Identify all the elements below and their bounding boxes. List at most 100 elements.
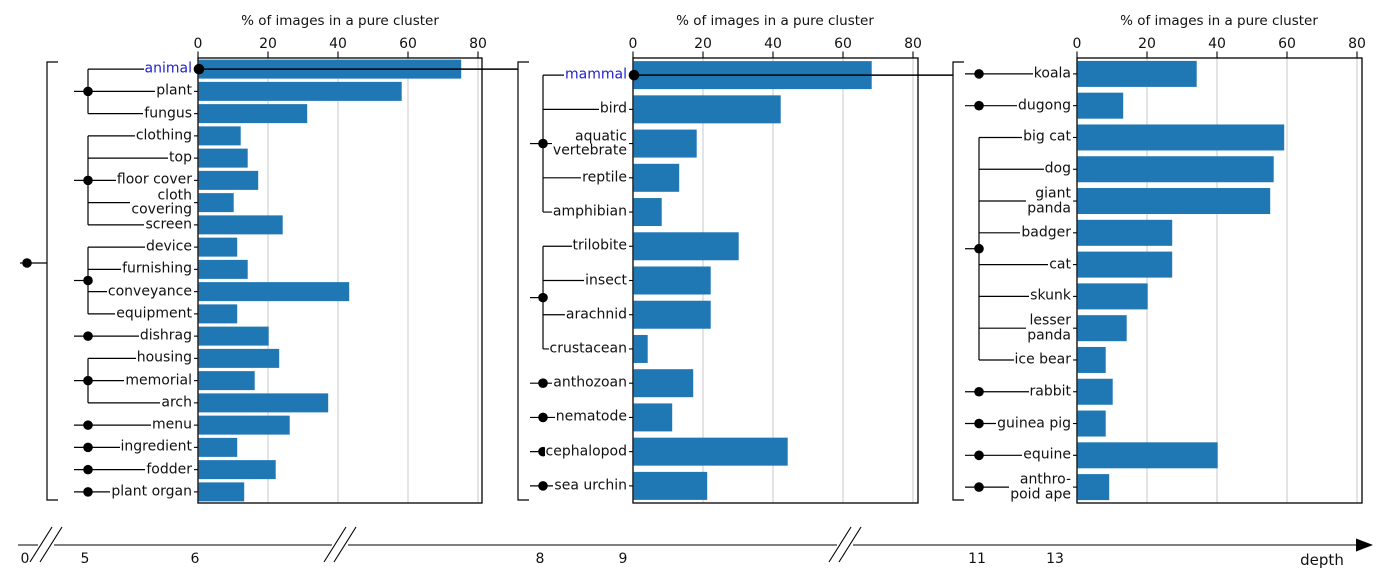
category-label-cephalopod: cephalopod xyxy=(544,443,628,460)
bar-anthozoan xyxy=(633,369,694,398)
bar-crustacean xyxy=(633,334,648,363)
bar-bird xyxy=(633,95,781,124)
tree-node-dot xyxy=(538,378,548,388)
category-label-fodder: fodder xyxy=(145,461,193,478)
category-label-mammal: mammal xyxy=(564,66,628,83)
x-tick-label: 40 xyxy=(329,36,347,52)
tree-node-dot xyxy=(974,100,984,111)
axis-break-slash xyxy=(323,526,347,563)
tree-node-dot xyxy=(83,420,93,430)
category-label-guinea-pig: guinea pig xyxy=(996,415,1072,432)
category-label-floor-cover: floor cover xyxy=(115,172,193,189)
tree-node-dot xyxy=(538,292,548,303)
bar-guinea-pig xyxy=(1077,410,1106,437)
x-tick-label: 80 xyxy=(904,36,922,52)
category-label-device: device xyxy=(145,238,193,255)
bar-giant-panda xyxy=(1077,188,1271,215)
category-label-arch: arch xyxy=(160,394,193,411)
bar-amphibian xyxy=(633,198,662,227)
bar-dugong xyxy=(1077,92,1124,119)
category-label-anthro--poid-ape: anthro- poid ape xyxy=(1009,471,1072,503)
bar-conveyance xyxy=(198,282,350,302)
bar-lesser-panda xyxy=(1077,315,1127,342)
tree-node-dot xyxy=(974,69,984,79)
bar-nematode xyxy=(633,403,673,432)
highlight-node-dot xyxy=(628,69,640,81)
category-label-reptile: reptile xyxy=(581,169,628,186)
bar-plant xyxy=(198,81,402,101)
bar-cat xyxy=(1077,251,1173,278)
depth-tick-label: 5 xyxy=(80,551,90,567)
category-label-cat: cat xyxy=(1048,256,1072,273)
category-label-giant-panda: giant panda xyxy=(1026,185,1072,217)
category-label-top: top xyxy=(168,149,193,166)
category-label-screen: screen xyxy=(144,216,193,233)
bar-insect xyxy=(633,266,711,295)
x-tick-label: 60 xyxy=(1278,36,1296,52)
tree-node-dot xyxy=(974,386,984,397)
tree-node-dot xyxy=(538,481,548,491)
category-label-skunk: skunk xyxy=(1029,288,1072,305)
depth-tick-label: 0 xyxy=(20,551,30,567)
bar-anthro--poid-ape xyxy=(1077,474,1110,501)
axis-break-slash xyxy=(333,526,357,563)
depth-tick-label: 8 xyxy=(535,551,545,567)
category-label-equine: equine xyxy=(1022,446,1072,463)
bar-top xyxy=(198,148,248,168)
bar-memorial xyxy=(198,371,255,391)
bar-device xyxy=(198,237,238,257)
tree-node-dot xyxy=(538,412,548,423)
bar-clothing xyxy=(198,126,241,146)
depth-tick-label: 9 xyxy=(618,551,628,567)
x-tick-label: 60 xyxy=(399,36,417,52)
plot-frame xyxy=(1076,57,1363,504)
bar-rabbit xyxy=(1077,378,1113,405)
axis-break-slash xyxy=(828,526,852,563)
axis-title-left: % of images in a pure cluster xyxy=(241,13,439,29)
bar-menu xyxy=(198,415,290,435)
x-tick-label: 60 xyxy=(834,36,852,52)
category-label-housing: housing xyxy=(135,350,193,367)
category-label-sea-urchin: sea urchin xyxy=(553,477,628,494)
bar-big-cat xyxy=(1077,124,1285,151)
tree-node-dot xyxy=(538,138,548,149)
bar-cloth-covering xyxy=(198,193,234,213)
depth-axis-label: depth xyxy=(1300,551,1344,569)
category-label-cloth-covering: cloth covering xyxy=(130,186,193,218)
category-label-trilobite: trilobite xyxy=(571,237,628,254)
bar-dishrag xyxy=(198,326,269,346)
bar-ice-bear xyxy=(1077,346,1106,373)
category-label-lesser-panda: lesser panda xyxy=(1026,312,1072,344)
depth-tick-label: 11 xyxy=(968,551,986,567)
tree-node-dot xyxy=(974,482,984,492)
highlight-node-dot xyxy=(193,63,205,75)
category-label-dugong: dugong xyxy=(1017,97,1072,114)
x-tick-label: 0 xyxy=(628,36,638,52)
bar-badger xyxy=(1077,219,1173,246)
category-label-badger: badger xyxy=(1020,224,1072,241)
axis-break-slash xyxy=(29,526,53,563)
x-tick-label: 20 xyxy=(259,36,277,52)
x-tick-label: 80 xyxy=(469,36,487,52)
category-label-fungus: fungus xyxy=(143,105,193,122)
bar-housing xyxy=(198,348,280,368)
category-label-aquatic-vertebrate: aquatic vertebrate xyxy=(551,127,628,159)
bar-reptile xyxy=(633,163,680,192)
tree-node-dot xyxy=(974,418,984,429)
root-node-dot xyxy=(22,258,32,268)
bar-plant-organ xyxy=(198,482,245,502)
bar-aquatic-vertebrate xyxy=(633,129,697,158)
category-label-animal: animal xyxy=(143,60,193,77)
x-tick-label: 20 xyxy=(694,36,712,52)
tree-node-dot xyxy=(83,487,93,497)
category-label-nematode: nematode xyxy=(554,409,628,426)
tree-node-dot xyxy=(83,86,93,97)
category-label-clothing: clothing xyxy=(134,127,193,144)
bar-trilobite xyxy=(633,232,739,261)
bar-fungus xyxy=(198,104,308,124)
x-tick-label: 40 xyxy=(764,36,782,52)
category-label-plant-organ: plant organ xyxy=(110,483,193,500)
bar-dog xyxy=(1077,156,1274,183)
